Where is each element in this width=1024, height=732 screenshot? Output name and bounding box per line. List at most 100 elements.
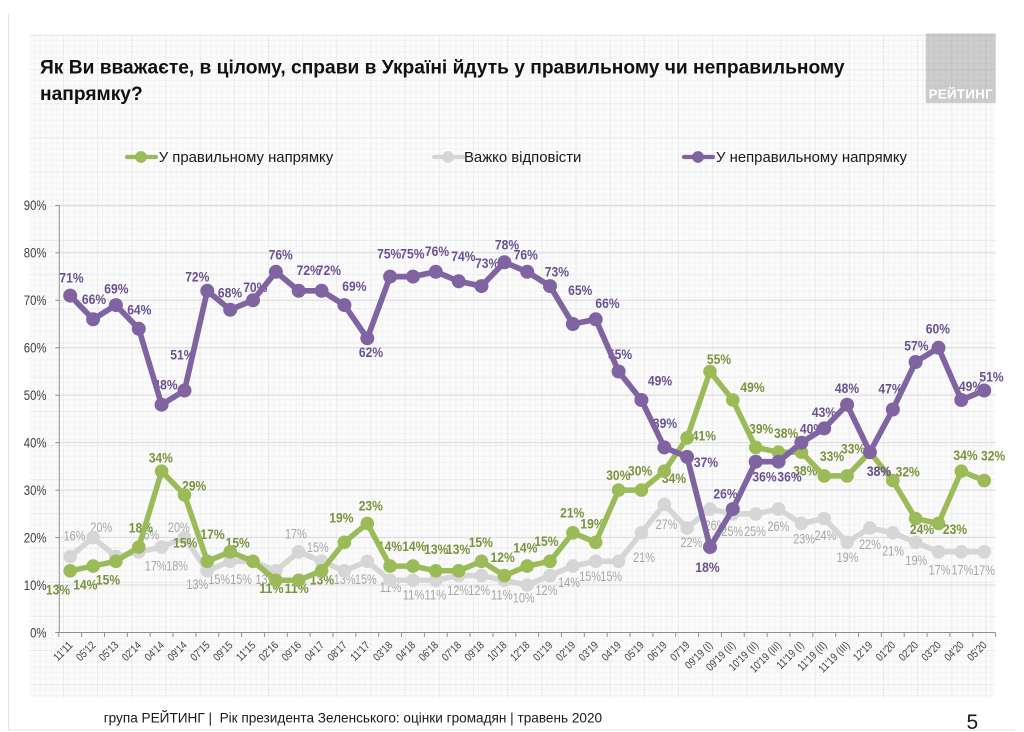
svg-text:25%: 25% <box>721 524 743 539</box>
svg-text:90%: 90% <box>24 198 47 213</box>
svg-text:група РЕЙТИНГ | Рік президент: група РЕЙТИНГ | Рік президента Зеленсько… <box>104 711 603 726</box>
svg-text:Важко відповісти: Важко відповісти <box>464 150 581 166</box>
svg-text:11%: 11% <box>403 588 425 603</box>
svg-text:72%: 72% <box>317 263 341 278</box>
svg-text:34%: 34% <box>953 448 977 463</box>
svg-text:72%: 72% <box>185 269 209 284</box>
svg-text:39%: 39% <box>749 422 773 437</box>
svg-text:19%: 19% <box>837 550 859 565</box>
svg-text:17%: 17% <box>200 527 224 542</box>
svg-text:15%: 15% <box>307 540 329 555</box>
svg-text:78%: 78% <box>495 238 519 253</box>
svg-text:13%: 13% <box>424 542 448 557</box>
svg-text:13%: 13% <box>186 577 208 592</box>
svg-text:69%: 69% <box>342 279 366 294</box>
svg-text:12%: 12% <box>536 583 558 598</box>
svg-text:18%: 18% <box>166 558 188 573</box>
svg-text:13%: 13% <box>310 573 334 588</box>
svg-text:12%: 12% <box>447 583 469 598</box>
svg-text:40%: 40% <box>24 435 47 450</box>
svg-text:36%: 36% <box>752 470 776 485</box>
svg-text:14%: 14% <box>73 578 97 593</box>
svg-text:15%: 15% <box>96 573 120 588</box>
svg-text:напрямку?: напрямку? <box>40 84 143 105</box>
svg-text:41%: 41% <box>692 428 716 443</box>
svg-text:У правильному напрямку: У правильному напрямку <box>159 150 334 166</box>
svg-text:27%: 27% <box>656 517 678 532</box>
svg-text:23%: 23% <box>359 499 383 514</box>
svg-text:38%: 38% <box>793 463 817 478</box>
svg-text:24%: 24% <box>815 528 837 543</box>
svg-text:65%: 65% <box>568 283 592 298</box>
svg-text:15%: 15% <box>600 569 622 584</box>
svg-text:34%: 34% <box>149 451 173 466</box>
svg-text:49%: 49% <box>740 380 764 395</box>
svg-text:36%: 36% <box>777 470 801 485</box>
svg-text:33%: 33% <box>841 442 865 457</box>
svg-text:49%: 49% <box>648 374 672 389</box>
svg-text:26%: 26% <box>713 487 737 502</box>
svg-text:76%: 76% <box>514 247 538 262</box>
svg-text:71%: 71% <box>59 271 83 286</box>
svg-text:21%: 21% <box>882 544 904 559</box>
svg-text:12%: 12% <box>468 583 490 598</box>
svg-text:0%: 0% <box>30 625 46 640</box>
svg-text:16%: 16% <box>64 529 86 544</box>
svg-text:32%: 32% <box>981 448 1005 463</box>
svg-text:30%: 30% <box>606 468 630 483</box>
svg-text:66%: 66% <box>82 292 106 307</box>
svg-text:23%: 23% <box>943 522 967 537</box>
svg-text:19%: 19% <box>905 553 927 568</box>
svg-text:75%: 75% <box>377 247 401 262</box>
svg-text:38%: 38% <box>867 464 891 479</box>
svg-text:15%: 15% <box>208 572 230 587</box>
svg-text:68%: 68% <box>218 286 242 301</box>
svg-text:18%: 18% <box>695 560 719 575</box>
svg-text:47%: 47% <box>878 382 902 397</box>
svg-text:64%: 64% <box>127 303 151 318</box>
svg-text:24%: 24% <box>910 522 934 537</box>
svg-text:30%: 30% <box>24 483 47 498</box>
svg-text:12%: 12% <box>491 550 515 565</box>
svg-text:72%: 72% <box>297 263 321 278</box>
svg-text:51%: 51% <box>170 347 194 362</box>
svg-text:10%: 10% <box>513 591 535 606</box>
svg-text:32%: 32% <box>896 465 920 480</box>
svg-text:73%: 73% <box>545 264 569 279</box>
svg-text:13%: 13% <box>446 542 470 557</box>
svg-text:РЕЙТИНГ: РЕЙТИНГ <box>929 86 994 101</box>
svg-text:66%: 66% <box>595 296 619 311</box>
svg-text:21%: 21% <box>560 506 584 521</box>
svg-text:74%: 74% <box>451 249 475 264</box>
svg-text:57%: 57% <box>904 339 928 354</box>
svg-text:39%: 39% <box>653 416 677 431</box>
svg-text:У неправильному напрямку: У неправильному напрямку <box>716 150 908 166</box>
svg-text:11%: 11% <box>425 588 447 603</box>
svg-text:70%: 70% <box>24 293 47 308</box>
svg-text:30%: 30% <box>628 463 652 478</box>
svg-text:25%: 25% <box>744 524 766 539</box>
svg-text:15%: 15% <box>579 569 601 584</box>
svg-text:26%: 26% <box>768 519 790 534</box>
svg-text:48%: 48% <box>835 381 859 396</box>
svg-text:76%: 76% <box>425 244 449 259</box>
svg-text:62%: 62% <box>359 345 383 360</box>
svg-text:22%: 22% <box>681 535 703 550</box>
svg-text:60%: 60% <box>926 322 950 337</box>
svg-text:22%: 22% <box>859 537 881 552</box>
svg-text:15%: 15% <box>173 536 197 551</box>
svg-text:15%: 15% <box>355 572 377 587</box>
svg-text:75%: 75% <box>400 247 424 262</box>
svg-text:17%: 17% <box>285 526 307 541</box>
svg-text:38%: 38% <box>774 426 798 441</box>
svg-text:17%: 17% <box>973 563 995 578</box>
svg-text:14%: 14% <box>558 575 580 590</box>
svg-text:76%: 76% <box>269 247 293 262</box>
svg-text:13%: 13% <box>46 583 70 598</box>
svg-text:23%: 23% <box>793 531 815 546</box>
svg-text:Як Ви вважаєте, в цілому, спра: Як Ви вважаєте, в цілому, справи в Украї… <box>40 58 845 79</box>
svg-text:19%: 19% <box>580 516 604 531</box>
svg-text:21%: 21% <box>633 550 655 565</box>
svg-text:33%: 33% <box>820 449 844 464</box>
svg-text:5: 5 <box>966 711 978 732</box>
